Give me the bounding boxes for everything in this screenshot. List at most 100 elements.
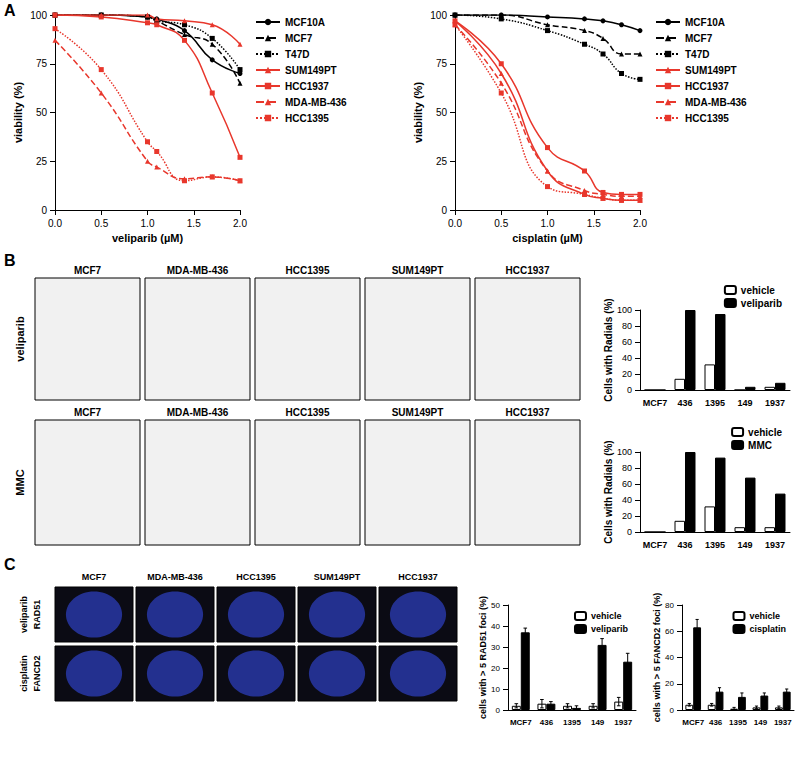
svg-text:HCC1395: HCC1395 (286, 407, 330, 418)
svg-text:1395: 1395 (563, 718, 581, 727)
svg-text:MDA-MB-436: MDA-MB-436 (685, 97, 747, 108)
svg-text:1.5: 1.5 (187, 218, 201, 229)
svg-text:HCC1395: HCC1395 (685, 113, 729, 124)
svg-text:436: 436 (677, 398, 692, 408)
svg-text:SUM149PT: SUM149PT (285, 65, 337, 76)
svg-text:veliparib: veliparib (19, 595, 29, 633)
svg-text:veliparib: veliparib (14, 316, 26, 362)
svg-text:MCF10A: MCF10A (685, 17, 725, 28)
svg-text:100: 100 (617, 447, 632, 457)
svg-text:MCF7: MCF7 (74, 265, 102, 276)
svg-text:1.0: 1.0 (141, 218, 155, 229)
svg-text:vehicle: vehicle (591, 611, 622, 621)
svg-text:0: 0 (496, 706, 501, 715)
svg-text:1937: 1937 (614, 718, 632, 727)
svg-text:0: 0 (627, 385, 632, 395)
svg-text:RAD51: RAD51 (32, 600, 42, 630)
svg-text:MCF7: MCF7 (82, 572, 107, 582)
svg-text:20: 20 (491, 664, 500, 673)
svg-text:FANCD2: FANCD2 (32, 655, 42, 691)
svg-text:2.0: 2.0 (233, 218, 247, 229)
svg-text:80: 80 (622, 321, 632, 331)
svg-text:MMC: MMC (748, 440, 772, 451)
svg-text:SUM149PT: SUM149PT (685, 65, 737, 76)
svg-text:1.5: 1.5 (587, 218, 601, 229)
svg-text:MCF7: MCF7 (682, 718, 704, 727)
svg-text:100: 100 (617, 305, 632, 315)
svg-text:75: 75 (436, 58, 448, 69)
svg-text:436: 436 (677, 540, 692, 550)
svg-text:HCC1395: HCC1395 (236, 572, 276, 582)
svg-text:0: 0 (41, 205, 47, 216)
svg-text:veliparib: veliparib (741, 298, 782, 309)
svg-text:40: 40 (665, 653, 674, 662)
svg-text:25: 25 (36, 156, 48, 167)
svg-text:HCC1937: HCC1937 (506, 407, 550, 418)
svg-text:Cells with Radials (%): Cells with Radials (%) (603, 440, 614, 543)
svg-text:cells with > 5 RAD51 foci (%): cells with > 5 RAD51 foci (%) (478, 596, 488, 719)
svg-text:0: 0 (627, 527, 632, 537)
svg-text:MDA-MB-436: MDA-MB-436 (147, 572, 203, 582)
svg-text:1937: 1937 (765, 398, 785, 408)
svg-text:40: 40 (491, 622, 500, 631)
svg-text:30: 30 (491, 643, 500, 652)
svg-text:75: 75 (36, 58, 48, 69)
svg-text:veliparib (µM): veliparib (µM) (112, 232, 183, 244)
svg-text:50: 50 (436, 107, 448, 118)
svg-text:149: 149 (754, 718, 768, 727)
svg-text:40: 40 (622, 495, 632, 505)
svg-text:HCC1395: HCC1395 (285, 113, 329, 124)
svg-text:80: 80 (622, 463, 632, 473)
svg-text:HCC1937: HCC1937 (285, 81, 329, 92)
svg-text:436: 436 (540, 718, 554, 727)
svg-text:0.5: 0.5 (94, 218, 108, 229)
svg-text:20: 20 (665, 679, 674, 688)
svg-text:20: 20 (622, 369, 632, 379)
svg-text:MCF7: MCF7 (285, 33, 313, 44)
svg-text:cisplatin: cisplatin (19, 655, 29, 692)
svg-text:2.0: 2.0 (633, 218, 647, 229)
svg-text:HCC1937: HCC1937 (398, 572, 438, 582)
svg-text:0.0: 0.0 (48, 218, 62, 229)
svg-text:vehicle: vehicle (749, 611, 780, 621)
svg-text:80: 80 (665, 601, 674, 610)
svg-text:1395: 1395 (729, 718, 747, 727)
svg-text:MCF10A: MCF10A (285, 17, 325, 28)
svg-text:1.0: 1.0 (541, 218, 555, 229)
svg-text:veliparib: veliparib (591, 624, 629, 634)
svg-text:60: 60 (622, 479, 632, 489)
svg-text:MCF7: MCF7 (643, 398, 668, 408)
svg-text:cells with > 5 FANCD2 foci (%): cells with > 5 FANCD2 foci (%) (652, 593, 662, 722)
svg-text:20: 20 (622, 511, 632, 521)
svg-text:0.5: 0.5 (494, 218, 508, 229)
svg-text:vehicle: vehicle (741, 285, 775, 296)
svg-text:SUM149PT: SUM149PT (392, 265, 444, 276)
svg-text:viability (%): viability (%) (412, 82, 424, 143)
svg-text:10: 10 (491, 685, 500, 694)
svg-text:MDA-MB-436: MDA-MB-436 (285, 97, 347, 108)
svg-text:SUM149PT: SUM149PT (392, 407, 444, 418)
svg-text:C: C (4, 556, 16, 573)
svg-text:HCC1937: HCC1937 (685, 81, 729, 92)
svg-text:0: 0 (670, 706, 675, 715)
svg-text:MCF7: MCF7 (74, 407, 102, 418)
svg-text:40: 40 (622, 353, 632, 363)
svg-text:HCC1937: HCC1937 (506, 265, 550, 276)
svg-text:60: 60 (665, 627, 674, 636)
svg-text:B: B (4, 252, 16, 269)
svg-text:MMC: MMC (14, 469, 26, 495)
svg-text:0.0: 0.0 (448, 218, 462, 229)
svg-text:25: 25 (436, 156, 448, 167)
svg-text:1395: 1395 (705, 398, 725, 408)
svg-text:SUM149PT: SUM149PT (314, 572, 361, 582)
svg-text:MDA-MB-436: MDA-MB-436 (167, 407, 229, 418)
svg-text:1937: 1937 (774, 718, 792, 727)
svg-text:HCC1395: HCC1395 (286, 265, 330, 276)
svg-text:60: 60 (622, 337, 632, 347)
svg-text:T47D: T47D (285, 49, 309, 60)
svg-text:1937: 1937 (765, 540, 785, 550)
svg-text:149: 149 (591, 718, 605, 727)
svg-text:Cells with Radials (%): Cells with Radials (%) (603, 298, 614, 401)
svg-text:100: 100 (30, 10, 47, 21)
svg-text:cisplatin (µM): cisplatin (µM) (512, 232, 583, 244)
